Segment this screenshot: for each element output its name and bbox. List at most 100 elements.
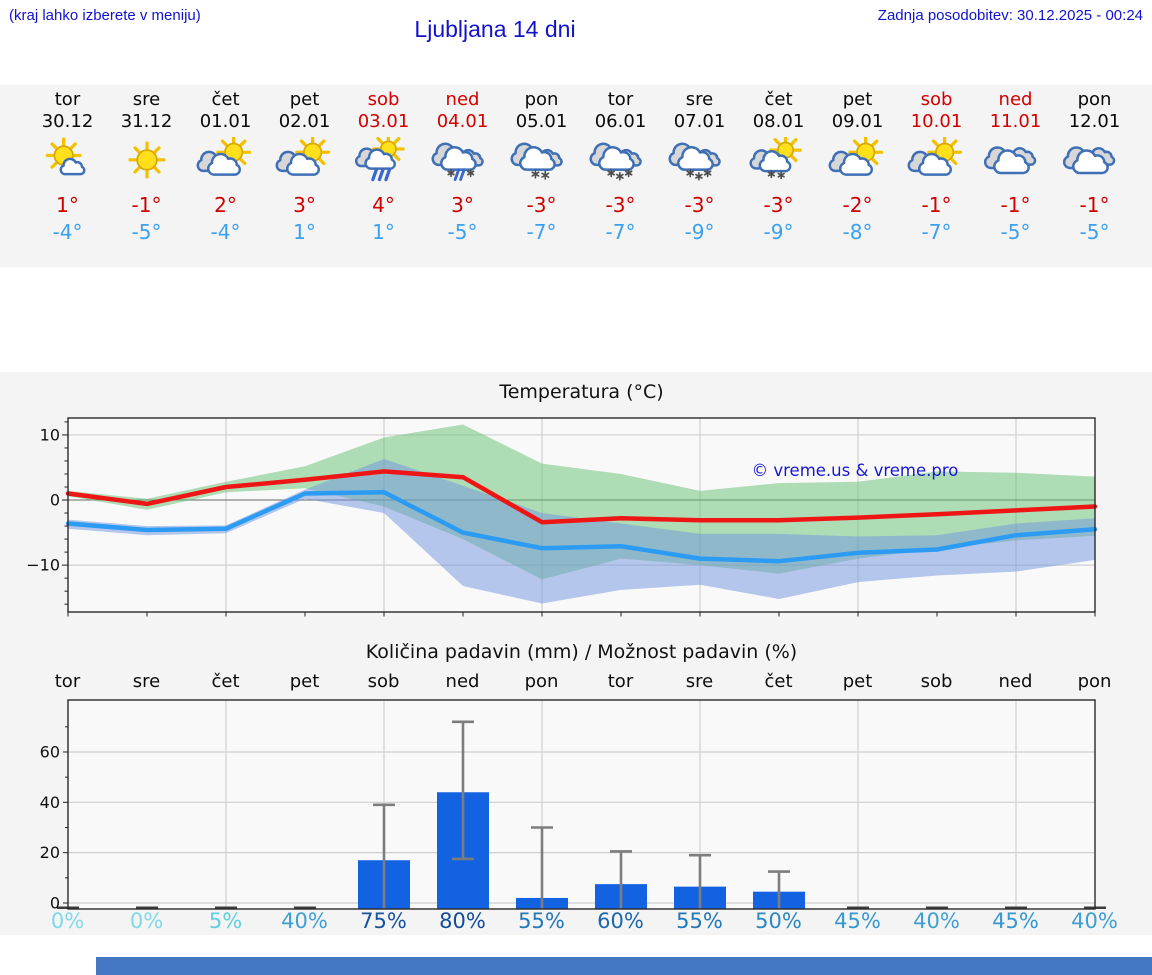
sun-small-cloud-icon xyxy=(45,137,85,176)
day-column[interactable]: pet 09.01 -2° -8° xyxy=(818,89,897,246)
precip-day-label: sob xyxy=(920,671,953,692)
precip-day-label: tor xyxy=(607,671,634,692)
precip-zero-mark xyxy=(847,906,869,909)
day-column[interactable]: sre 07.01 -3° -9° xyxy=(660,89,739,246)
day-column[interactable]: pet 02.01 3° 1° xyxy=(265,89,344,246)
weather-icon-box xyxy=(265,135,344,187)
day-column[interactable]: ned 11.01 -1° -5° xyxy=(976,89,1055,246)
precip-probability-label: 45% xyxy=(834,909,881,933)
day-name: sob xyxy=(920,89,953,110)
day-name: tor xyxy=(54,89,81,110)
day-column[interactable]: pon 05.01 -3° -7° xyxy=(502,89,581,246)
day-name: pon xyxy=(524,89,559,110)
temperature-min: 1° xyxy=(293,220,316,244)
precip-probability-label: 55% xyxy=(518,909,565,933)
page-title: Ljubljana 14 dni xyxy=(414,16,576,42)
cloud-snow-3-icon xyxy=(668,142,721,181)
weather-icon-box xyxy=(739,135,818,187)
day-name: čet xyxy=(211,89,240,110)
precip-day-label: pon xyxy=(1077,671,1112,692)
day-column[interactable]: pon 12.01 -1° -5° xyxy=(1055,89,1134,246)
day-date: 01.01 xyxy=(199,111,252,132)
weather-icon-box xyxy=(107,135,186,187)
temperature-max: -1° xyxy=(921,193,952,217)
temperature-max: -3° xyxy=(526,193,557,217)
cloud-snow-2-icon xyxy=(510,142,563,180)
sun-cloud-snow-icon xyxy=(748,137,802,180)
temperature-min: -9° xyxy=(763,220,794,244)
temperature-max: -3° xyxy=(684,193,715,217)
temperature-max: 2° xyxy=(214,193,237,217)
day-column[interactable]: tor 30.12 1° -4° xyxy=(28,89,107,246)
precip-probability-label: 50% xyxy=(755,909,802,933)
precip-day-label: sre xyxy=(685,671,714,692)
precip-probability-label: 80% xyxy=(439,909,486,933)
temperature-max: 3° xyxy=(451,193,474,217)
day-name: pet xyxy=(289,89,320,110)
precip-probability-label: 40% xyxy=(1071,909,1118,933)
temperature-min: -5° xyxy=(1079,220,1110,244)
precip-probability-label: 75% xyxy=(360,909,407,933)
precip-y-tick-label: 40 xyxy=(40,793,60,812)
day-date: 09.01 xyxy=(831,111,884,132)
temperature-max: 4° xyxy=(372,193,395,217)
weather-icon-box xyxy=(581,135,660,187)
temperature-max: -1° xyxy=(1000,193,1031,217)
precip-probability-label: 60% xyxy=(597,909,644,933)
day-name: ned xyxy=(998,89,1033,110)
max-temp-line xyxy=(65,469,1098,525)
day-name: tor xyxy=(607,89,634,110)
precip-probability-label: 0% xyxy=(50,909,85,933)
precip-zero-mark xyxy=(1005,906,1027,909)
day-column[interactable]: tor 06.01 -3° -7° xyxy=(581,89,660,246)
weather-icon-box xyxy=(423,135,502,187)
day-name: ned xyxy=(445,89,480,110)
precip-day-label: tor xyxy=(54,671,81,692)
precip-probability-label: 45% xyxy=(992,909,1039,933)
day-column[interactable]: sob 10.01 -1° -7° xyxy=(897,89,976,246)
weather-icon-box xyxy=(186,135,265,187)
precip-probability-label: 55% xyxy=(676,909,723,933)
day-date: 30.12 xyxy=(41,111,94,132)
menu-hint-text: (kraj lahko izberete v meniju) xyxy=(9,7,201,24)
precip-y-tick-label: 60 xyxy=(40,742,60,761)
precip-day-label: pet xyxy=(289,671,320,692)
weather-icon-box xyxy=(28,135,107,187)
precip-y-tick-label: 20 xyxy=(40,843,60,862)
watermark-link[interactable]: © vreme.us & vreme.pro xyxy=(751,461,959,480)
day-column[interactable]: čet 01.01 2° -4° xyxy=(186,89,265,246)
temperature-max: -1° xyxy=(131,193,162,217)
precipitation-day-labels: tor sre čet pet sob ned pon tor sre čet pet sob ned p… xyxy=(28,669,1134,695)
day-column[interactable]: ned 04.01 3° -5° xyxy=(423,89,502,246)
precip-day-label: sre xyxy=(132,671,161,692)
day-date: 05.01 xyxy=(515,111,568,132)
day-date: 31.12 xyxy=(120,111,173,132)
precip-day-label: sob xyxy=(367,671,400,692)
precip-day-label: čet xyxy=(211,671,240,692)
day-name: čet xyxy=(764,89,793,110)
min-temp-line xyxy=(65,489,1098,564)
temperature-min: -7° xyxy=(921,220,952,244)
day-date: 06.01 xyxy=(594,111,647,132)
temperature-max: -3° xyxy=(605,193,636,217)
day-name: sre xyxy=(132,89,161,110)
day-date: 03.01 xyxy=(357,111,410,132)
day-date: 12.01 xyxy=(1068,111,1121,132)
precipitation-probability-row: 0% 0% 5% 40% 75% 80% 55% 60% 55% 50% 45% 40% 45% 40% xyxy=(28,906,1134,936)
precip-day-label: ned xyxy=(998,671,1033,692)
precip-plot-area xyxy=(68,700,1095,909)
day-column[interactable]: sre 31.12 -1° -5° xyxy=(107,89,186,246)
cloud-rain-snow-icon xyxy=(431,142,484,181)
temperature-min: -7° xyxy=(526,220,557,244)
sun-cloud-icon xyxy=(828,137,883,176)
sun-cloud-rain-icon xyxy=(354,137,405,182)
day-date: 04.01 xyxy=(436,111,489,132)
day-column[interactable]: sob 03.01 4° 1° xyxy=(344,89,423,246)
precip-probability-label: 40% xyxy=(913,909,960,933)
temp-y-tick-label: 0 xyxy=(50,491,60,510)
temperature-min: 1° xyxy=(372,220,395,244)
weather-icon-box xyxy=(502,135,581,187)
precip-day-label: čet xyxy=(764,671,793,692)
sun-cloud-icon xyxy=(275,137,330,176)
day-column[interactable]: čet 08.01 -3° -9° xyxy=(739,89,818,246)
